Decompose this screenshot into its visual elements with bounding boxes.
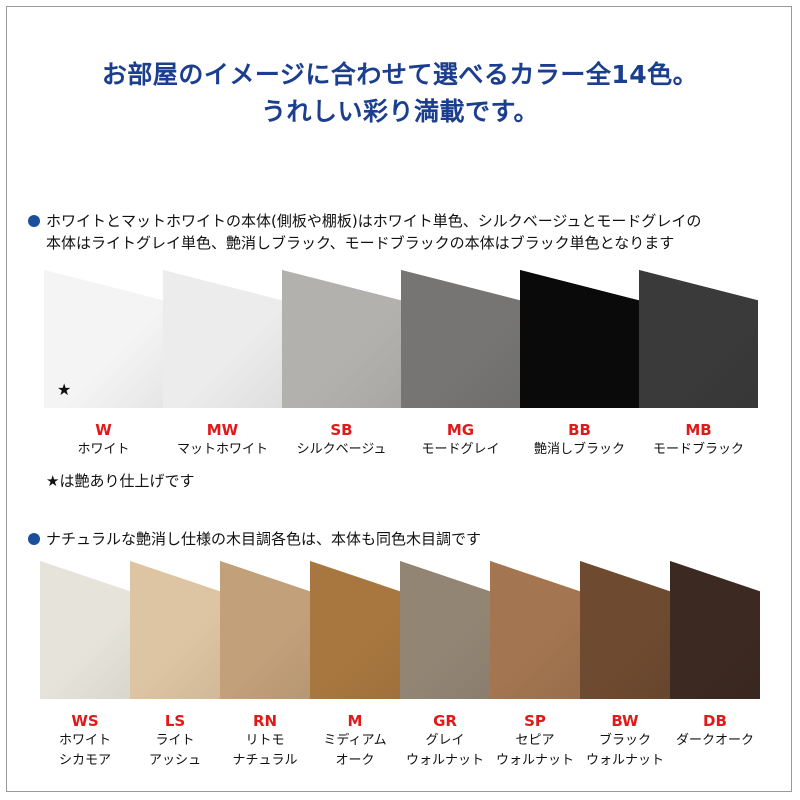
color-label: MG モードグレイ — [393, 420, 528, 460]
bullet-icon — [28, 533, 40, 545]
color-code: MB — [685, 421, 712, 439]
color-label: W ホワイト — [36, 420, 171, 460]
color-code: MW — [206, 421, 239, 439]
color-name-line2: ウォルナット — [495, 753, 574, 768]
color-code: BB — [568, 421, 591, 439]
color-code: WS — [71, 712, 99, 730]
color-name: マットホワイト — [176, 442, 268, 457]
section2-note: ナチュラルな艶消し仕様の木目調各色は、本体も同色木目調です — [28, 528, 481, 550]
star-icon: ★ — [57, 380, 72, 399]
color-label: BB 艶消しブラック — [512, 420, 647, 460]
color-label: RN リトモナチュラル — [212, 711, 318, 771]
bullet-icon — [28, 215, 40, 227]
color-code: MG — [446, 421, 475, 439]
color-name-line1: セピア — [515, 733, 555, 748]
color-label: BW ブラックウォルナット — [572, 711, 678, 771]
color-name: ホワイト — [77, 442, 130, 457]
color-name-line1: グレイ — [425, 733, 465, 748]
color-label: LS ライトアッシュ — [122, 711, 228, 771]
note-text: ナチュラルな艶消し仕様の木目調各色は、本体も同色木目調です — [46, 530, 482, 548]
color-name-line2: ナチュラル — [232, 753, 298, 768]
color-name-line2: シカモア — [58, 753, 111, 768]
color-label: WS ホワイトシカモア — [32, 711, 138, 771]
color-name-line1: リトモ — [245, 733, 285, 748]
color-name: シルクベージュ — [296, 442, 387, 457]
color-label: DB ダークオーク — [662, 711, 768, 751]
image-border — [6, 6, 792, 792]
color-swatch-rn — [220, 561, 310, 699]
color-label: MW マットホワイト — [155, 420, 290, 460]
color-name: モードグレイ — [421, 442, 500, 457]
note-line2: 本体はライトグレイ単色、艶消しブラック、モードブラックの本体はブラック単色となり… — [46, 234, 675, 252]
color-code: BW — [611, 712, 639, 730]
color-name-line1: ミディアム — [323, 733, 387, 748]
color-name-line2: アッシュ — [148, 753, 201, 768]
color-label: M ミディアムオーク — [302, 711, 408, 771]
color-name-line2: ウォルナット — [405, 753, 484, 768]
color-code: LS — [164, 712, 186, 730]
headline-line2: うれしい彩り満載です。 — [260, 97, 539, 126]
gloss-footnote: ★は艶あり仕上げです — [46, 472, 195, 490]
color-name: 艶消しブラック — [533, 442, 625, 457]
note-line1: ホワイトとマットホワイトの本体(側板や棚板)はホワイト単色、シルクベージュとモー… — [46, 212, 702, 230]
color-name-line2: オーク — [335, 753, 375, 768]
color-name-line1: ライト — [155, 733, 195, 748]
color-name-line1: ダークオーク — [675, 733, 754, 748]
color-code: DB — [703, 712, 727, 730]
color-name-line1: ブラック — [598, 733, 651, 748]
color-code: W — [95, 421, 112, 439]
color-label: SB シルクベージュ — [274, 420, 409, 460]
section1-note: ホワイトとマットホワイトの本体(側板や棚板)はホワイト単色、シルクベージュとモー… — [28, 210, 701, 254]
color-label: GR グレイウォルナット — [392, 711, 498, 771]
color-code: SB — [330, 421, 353, 439]
headline-line1: お部屋のイメージに合わせて選べるカラー全14色。 — [101, 60, 699, 89]
color-label: SP セピアウォルナット — [482, 711, 588, 771]
color-code: RN — [252, 712, 278, 730]
color-code: M — [347, 712, 363, 730]
color-code: SP — [524, 712, 546, 730]
color-code: GR — [433, 712, 457, 730]
color-label: MB モードブラック — [631, 420, 766, 460]
color-name-line2: ウォルナット — [585, 753, 664, 768]
color-name: モードブラック — [652, 442, 744, 457]
color-name-line1: ホワイト — [58, 733, 111, 748]
